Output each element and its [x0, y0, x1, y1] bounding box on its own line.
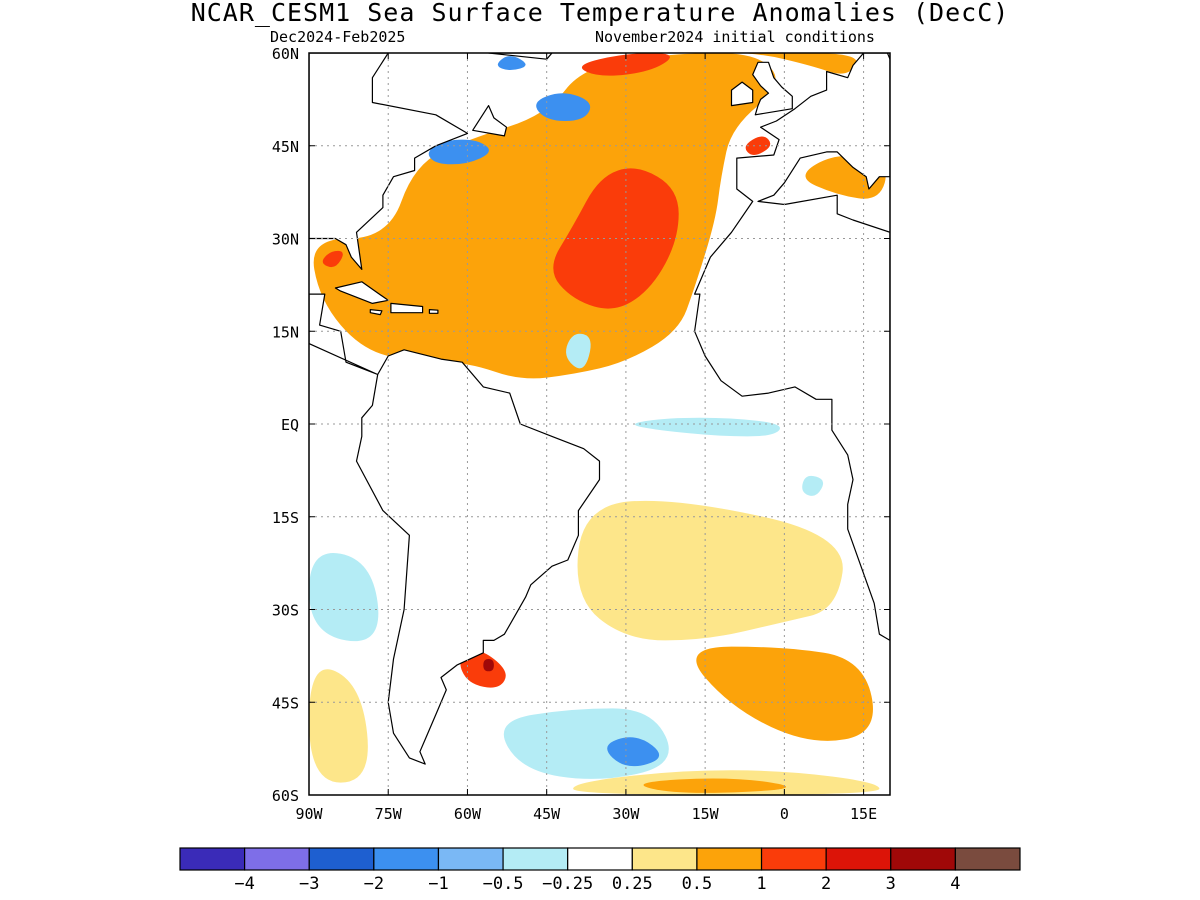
anomaly-region: [483, 659, 494, 672]
anomaly-region: [696, 646, 873, 741]
colorbar-swatch: [373, 847, 440, 871]
lon-tick-label: 30W: [612, 805, 640, 823]
graticule: [309, 53, 890, 795]
colorbar-label: 4: [950, 874, 960, 894]
lat-tick-label: 15N: [272, 323, 299, 341]
lon-tick-label: 75W: [375, 805, 403, 823]
land-south-america: [355, 349, 601, 765]
colorbar-swatch: [954, 847, 1021, 871]
anomaly-field: [309, 53, 886, 795]
lat-tick-label: 15S: [272, 509, 299, 527]
colorbar-swatch: [825, 847, 892, 871]
land-newfoundland: [472, 105, 508, 137]
anomaly-region: [718, 53, 857, 74]
colorbar-swatch: [308, 847, 375, 871]
colorbar-label: −1: [428, 874, 448, 894]
anomaly-region: [577, 500, 843, 641]
land-iceland: [658, 16, 716, 28]
colorbar-label: −0.5: [483, 874, 524, 894]
lat-tick-label: 30N: [272, 231, 299, 249]
land-britain: [752, 61, 793, 116]
anomaly-region: [460, 650, 506, 688]
colorbar-label: −4: [234, 874, 254, 894]
colorbar-label: 0.5: [682, 874, 713, 894]
land-cuba: [334, 281, 389, 304]
lon-tick-label: 60W: [454, 805, 482, 823]
map-title: NCAR_CESM1 Sea Surface Temperature Anoma…: [190, 0, 1010, 27]
land-ireland: [730, 81, 754, 107]
colorbar-swatch: [890, 847, 956, 871]
land-greenland: [488, 53, 553, 60]
colorbar-label: 1: [756, 874, 766, 894]
lat-tick-label: 30S: [272, 602, 299, 620]
lon-tick-label: 45W: [533, 805, 561, 823]
anomaly-region: [322, 250, 343, 268]
colorbar-label: −3: [299, 874, 319, 894]
land-jamaica: [369, 309, 383, 316]
colorbar: −4 −3 −2 −1 −0.5 −0.25 0.25 0.5 1 2 3 4: [179, 847, 1021, 894]
anomaly-region: [313, 53, 776, 379]
lat-tick-label: 60N: [272, 45, 299, 63]
anomaly-region: [581, 53, 670, 76]
lon-tick-label: 15E: [850, 805, 877, 823]
colorbar-label: −2: [364, 874, 384, 894]
lat-tick-label: EQ: [281, 416, 299, 434]
lon-tick-label: 0: [780, 805, 789, 823]
colorbar-label: −0.25: [542, 874, 593, 894]
anomaly-region: [309, 669, 368, 783]
anomaly-region: [802, 475, 824, 496]
anomaly-region: [428, 139, 489, 165]
lat-tick-label: 45S: [272, 694, 299, 712]
anomaly-region: [643, 778, 787, 793]
lat-tick-label: 60S: [272, 787, 299, 805]
colorbar-swatch: [760, 847, 827, 871]
colorbar-swatch: [567, 847, 633, 871]
land-africa-europe: [694, 53, 890, 641]
colorbar-swatch: [502, 847, 569, 871]
forecast-period: Dec2024-Feb2025: [270, 28, 406, 46]
land-central-america: [309, 293, 379, 376]
land-puerto-rico: [428, 309, 439, 314]
anomaly-region: [566, 333, 591, 369]
anomaly-region: [607, 737, 660, 767]
colorbar-label: 2: [821, 874, 831, 894]
lon-tick-label: 90W: [295, 805, 323, 823]
colorbar-swatch: [696, 847, 763, 871]
colorbar-swatch: [631, 847, 698, 871]
colorbar-swatch: [179, 847, 246, 871]
anomaly-region: [497, 56, 526, 70]
land-hispaniola: [390, 302, 424, 314]
colorbar-swatch: [244, 847, 310, 871]
anomaly-region: [536, 93, 591, 121]
colorbar-label: 0.25: [612, 874, 653, 894]
anomaly-region: [634, 417, 780, 437]
colorbar-swatch: [437, 847, 504, 871]
anomaly-region: [309, 553, 379, 642]
lon-tick-label: 15W: [692, 805, 720, 823]
anomaly-region: [745, 136, 771, 155]
colorbar-label: 3: [886, 874, 896, 894]
initial-conditions-note: November2024 initial conditions: [595, 28, 875, 46]
lat-tick-label: 45N: [272, 138, 299, 156]
